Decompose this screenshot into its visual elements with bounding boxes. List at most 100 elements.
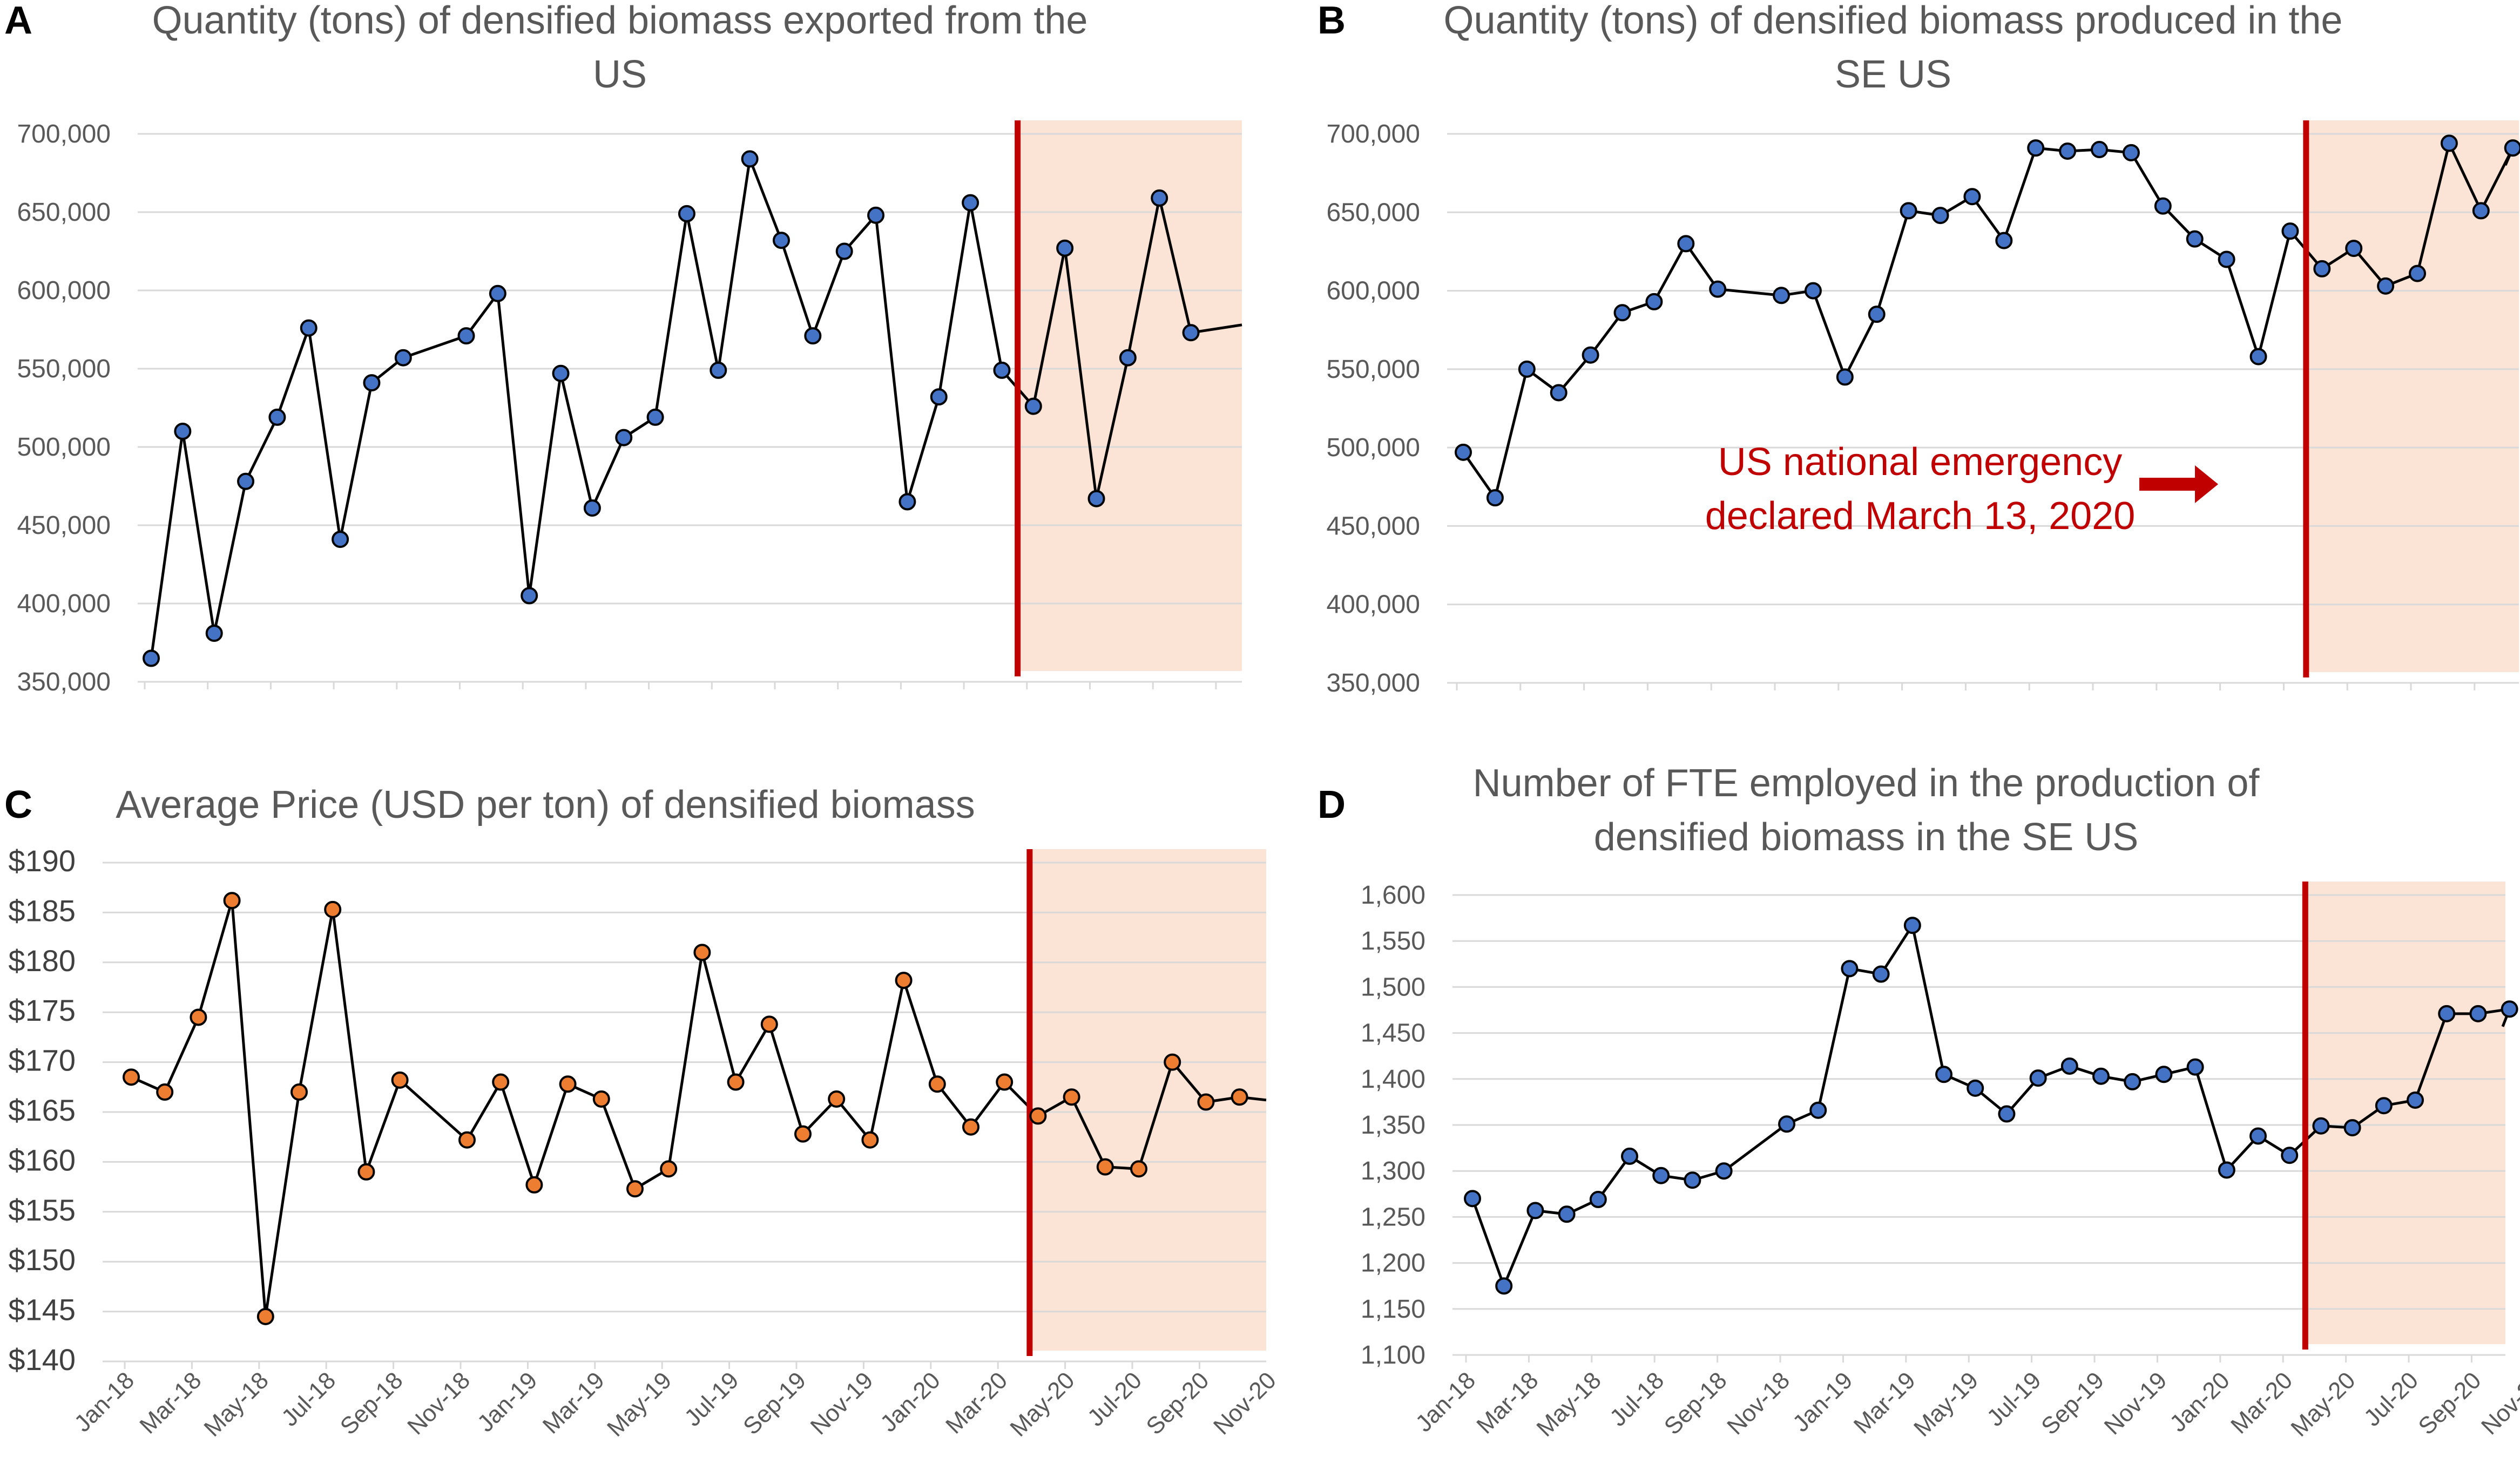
data-point	[489, 284, 506, 302]
x-tick-label: May-19	[602, 1367, 677, 1441]
panel-D: 1,100 1,150 1,200 1,250 1,300 1,350 1,400 1,450…	[1318, 762, 2520, 1442]
x-tick-label: Jan-20	[2165, 1367, 2235, 1437]
data-point	[2438, 1005, 2456, 1022]
panel-C: $140 $145 $150 $155 $160 $165 $170 $175 $180 $185…	[4, 783, 1281, 1442]
data-point	[2469, 1005, 2487, 1022]
x-tick-label: Jul-19	[679, 1367, 744, 1431]
y-tick-label: $175	[8, 993, 76, 1027]
data-point	[1613, 304, 1631, 322]
data-point	[363, 374, 381, 392]
data-point	[583, 499, 601, 517]
panel-label: B	[1318, 0, 1346, 42]
data-point	[391, 1071, 409, 1089]
data-point	[2186, 1058, 2204, 1076]
data-point	[190, 1008, 207, 1026]
data-point	[898, 493, 916, 511]
y-tick-label: 350,000	[17, 668, 111, 696]
data-point	[1197, 1093, 1215, 1111]
x-tick-label: Sep-18	[1659, 1367, 1732, 1440]
data-point	[237, 472, 255, 490]
data-point	[962, 194, 979, 212]
y-tick-label: $145	[8, 1293, 76, 1327]
y-tick-label: 600,000	[17, 276, 111, 305]
data-point	[2345, 240, 2363, 257]
y-tick-label: 700,000	[1326, 120, 1420, 148]
y-tick-label: 1,400	[1361, 1065, 1425, 1094]
y-tick-label: 350,000	[1326, 669, 1420, 697]
y-tick-label: 650,000	[17, 198, 111, 227]
y-tick-label: 400,000	[17, 589, 111, 618]
data-point	[2186, 230, 2204, 248]
data-point	[525, 1176, 543, 1194]
x-tick-label: Jan-20	[875, 1367, 945, 1437]
x-tick-label: Jul-18	[276, 1367, 341, 1431]
y-tick-label: 1,500	[1361, 973, 1425, 1001]
data-point	[1778, 1115, 1795, 1133]
y-tick-label: 550,000	[17, 355, 111, 383]
data-point	[693, 944, 711, 961]
x-tick-label: Jan-18	[1410, 1367, 1481, 1437]
data-point	[1518, 360, 1536, 378]
series-line	[150, 153, 1242, 659]
data-point	[760, 1015, 778, 1033]
data-point	[2407, 1091, 2424, 1109]
y-tick-label: $155	[8, 1193, 76, 1227]
data-point	[996, 1073, 1014, 1091]
data-point	[2312, 1117, 2330, 1135]
y-tick-label: 1,200	[1361, 1249, 1425, 1278]
y-tick-label: $165	[8, 1093, 76, 1127]
data-point	[2091, 141, 2108, 159]
data-point	[300, 319, 317, 337]
data-point	[1164, 1053, 1181, 1071]
chart-title: US	[593, 53, 647, 96]
data-point	[324, 900, 342, 918]
y-tick-label: $160	[8, 1143, 76, 1177]
data-point	[268, 408, 286, 426]
panel-label: A	[4, 0, 32, 42]
y-tick-label: $180	[8, 944, 76, 978]
data-point	[2440, 134, 2458, 152]
chart-title: Quantity (tons) of densified biomass pro…	[1444, 0, 2343, 42]
panel-B: 350,000 400,000 450,000 500,000 550,000 600,0…	[1318, 0, 2520, 697]
data-point	[1589, 1191, 1607, 1209]
data-point	[962, 1118, 979, 1136]
data-point	[727, 1073, 745, 1091]
x-tick-label: Mar-20	[941, 1367, 1012, 1439]
x-tick-label: Jul-20	[1083, 1367, 1147, 1431]
y-tick-label: $170	[8, 1043, 76, 1077]
data-point	[1582, 346, 1599, 364]
series-line	[130, 900, 1267, 1317]
y-tick-label: 1,150	[1361, 1295, 1425, 1324]
data-point	[256, 1307, 274, 1325]
annotation-line-2: declared March 13, 2020	[1705, 494, 2136, 538]
y-tick-label: 450,000	[17, 511, 111, 540]
data-point	[1677, 235, 1695, 253]
data-point	[678, 205, 695, 222]
x-tick-label: May-20	[1005, 1367, 1079, 1441]
data-point	[2281, 1147, 2299, 1164]
covid-shaded-region	[2306, 120, 2519, 672]
data-point	[1998, 1105, 2016, 1123]
chart-title: Quantity (tons) of densified biomass exp…	[152, 0, 1088, 42]
data-point	[458, 1131, 476, 1149]
data-point	[552, 364, 570, 382]
data-point	[1935, 1066, 1953, 1083]
data-point	[521, 587, 538, 605]
y-tick-label: 500,000	[17, 433, 111, 462]
chart-title: densified biomass in the SE US	[1594, 816, 2139, 859]
data-point	[1558, 1205, 1576, 1223]
data-point	[2249, 348, 2267, 365]
data-point	[1151, 189, 1168, 207]
data-point	[835, 242, 853, 260]
series-line	[1462, 139, 2514, 501]
x-tick-label: Sep-19	[2036, 1367, 2109, 1440]
data-point	[2029, 1069, 2047, 1087]
data-point	[592, 1090, 610, 1108]
data-point	[828, 1090, 846, 1108]
data-point	[123, 1068, 140, 1086]
data-point	[1029, 1107, 1047, 1125]
data-point	[1872, 965, 1890, 983]
data-point	[2122, 144, 2140, 161]
panel-label: C	[4, 783, 32, 826]
